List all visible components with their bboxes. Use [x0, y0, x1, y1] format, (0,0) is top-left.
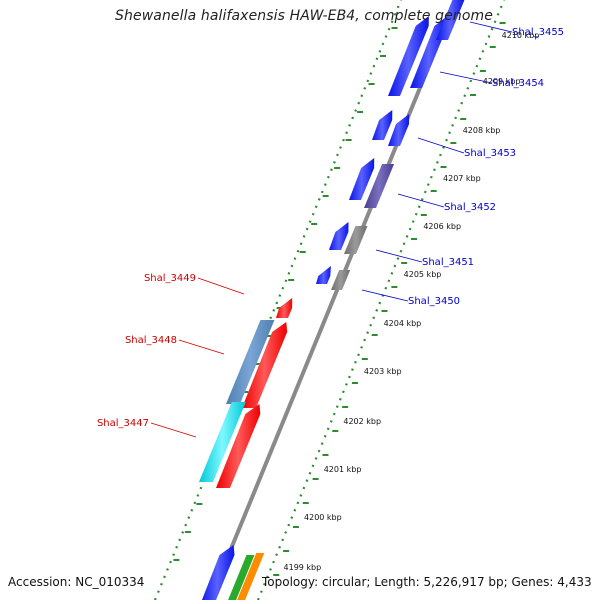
gene-bottom-green [226, 555, 255, 604]
tick-label: 4201 kbp [324, 465, 362, 474]
tick-label: 4210 kbp [502, 31, 540, 40]
gene-shal-3448 [226, 320, 275, 404]
tick-label: 4202 kbp [343, 417, 381, 426]
outer-dotted-track [153, 0, 403, 601]
tick-label: 4200 kbp [304, 513, 342, 522]
gene-label-shal-3451: Shal_3451 [422, 257, 474, 268]
map-title: Shewanella halifaxensis HAW-EB4, complet… [115, 8, 493, 24]
label-leader-line [197, 277, 245, 295]
gene-shal-3455b [410, 16, 448, 88]
label-leader-line [417, 137, 465, 154]
gene-label-shal-3455: Shal_3455 [512, 27, 564, 38]
tick-label: 4199 kbp [284, 563, 322, 572]
gene-shal-3447b [216, 404, 261, 488]
label-leader-line [397, 193, 445, 208]
gene-bottom-blue [200, 545, 235, 604]
gene-shal-3451a [329, 222, 349, 250]
accession-text: Accession: NC_010334 [8, 575, 145, 589]
gene-label-shal-3454: Shal_3454 [492, 78, 544, 89]
gene-shal-3449 [276, 298, 293, 318]
tick-label: 4207 kbp [443, 174, 481, 183]
gene-shal-3450 [331, 270, 351, 290]
tick-label: 4209 kbp [483, 77, 521, 86]
gene-shal-3451 [344, 226, 368, 254]
gene-shal-3448b [242, 322, 288, 408]
gene-bottom-orange [235, 553, 265, 604]
gene-shal-3453 [388, 114, 410, 146]
label-leader-line [469, 21, 513, 33]
label-leader-line [178, 339, 225, 355]
genome-summary-text: Topology: circular; Length: 5,226,917 bp… [262, 575, 592, 589]
gene-shal-3452 [364, 164, 395, 208]
gene-shal-3452a [349, 158, 375, 200]
gene-top [436, 0, 465, 40]
tick-label: 4208 kbp [463, 126, 501, 135]
tick-label: 4203 kbp [364, 367, 402, 376]
genome-backbone [208, 0, 458, 601]
label-leader-line [439, 71, 493, 84]
gene-label-shal-3452: Shal_3452 [444, 202, 496, 213]
tick-label: 4205 kbp [404, 270, 442, 279]
gene-shal-3455 [388, 16, 429, 96]
gene-label-shal-3448: Shal_3448 [125, 335, 177, 346]
label-leader-line [150, 422, 197, 438]
ruler-dotted-track [256, 0, 506, 601]
gene-shal-3450a [316, 266, 331, 284]
gene-label-shal-3453: Shal_3453 [464, 148, 516, 159]
label-leader-line [361, 289, 409, 302]
label-leader-line [375, 249, 423, 263]
gene-label-shal-3449: Shal_3449 [144, 273, 196, 284]
gene-shal-3454 [372, 110, 393, 140]
gene-label-shal-3450: Shal_3450 [408, 296, 460, 307]
tick-label: 4206 kbp [423, 222, 461, 231]
gene-shal-3447 [199, 402, 246, 482]
gene-label-shal-3447: Shal_3447 [97, 418, 149, 429]
tick-label: 4204 kbp [384, 319, 422, 328]
